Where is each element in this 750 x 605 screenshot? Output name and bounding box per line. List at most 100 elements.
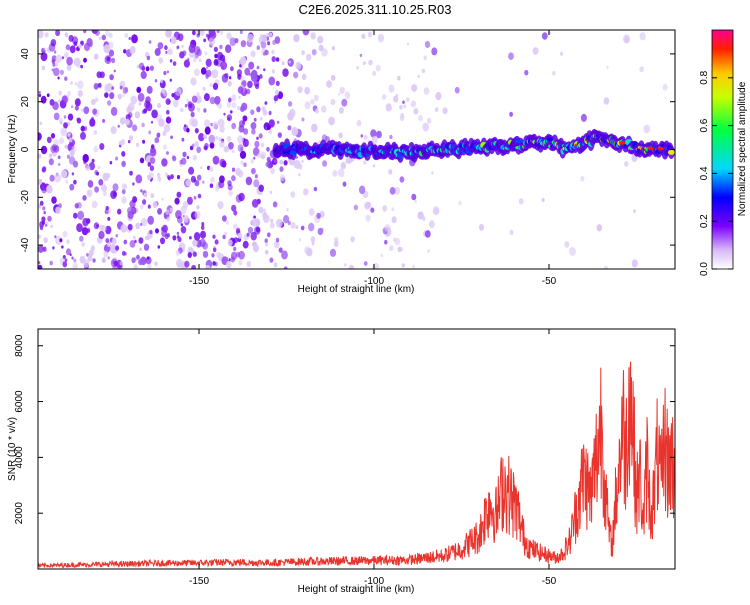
spectrogram-speckle-blob bbox=[226, 135, 232, 142]
spectrogram-speckle-blob bbox=[209, 96, 216, 105]
spectrogram-speckle-blob bbox=[375, 64, 381, 72]
spectrogram-speckle-blob bbox=[304, 101, 311, 110]
spectrogram-speckle-blob bbox=[432, 206, 440, 216]
spectrogram-speckle-blob bbox=[119, 261, 123, 266]
spectrogram-speckle-blob bbox=[40, 145, 48, 155]
spectrogram-speckle-blob bbox=[431, 47, 438, 56]
spectrogram-speckle-blob bbox=[44, 223, 48, 227]
spectrogram-speckle-blob bbox=[42, 206, 46, 211]
spectrogram-speckle-blob bbox=[202, 86, 206, 91]
spectrogram-speckle-blob bbox=[231, 167, 236, 172]
spectrogram-speckle-blob bbox=[154, 48, 161, 56]
spectrogram-speckle-blob bbox=[176, 191, 182, 198]
spectrogram-speckle-blob bbox=[414, 200, 417, 203]
spectrogram-speckle-blob bbox=[423, 55, 427, 61]
spectrogram-speckle-blob bbox=[138, 258, 143, 266]
spectrogram-speckle-blob bbox=[260, 151, 266, 160]
spectrogram-speckle-blob bbox=[49, 174, 55, 182]
spectrogram-speckle-blob bbox=[183, 59, 190, 68]
spectrogram-speckle-blob bbox=[317, 35, 324, 44]
spectrogram-speckle-blob bbox=[263, 214, 270, 224]
spectrogram-speckle-blob bbox=[187, 252, 192, 258]
spectrogram-speckle-blob bbox=[424, 40, 431, 49]
spectrogram-speckle-blob bbox=[283, 160, 288, 166]
colorbar-tick-label: 0.0 bbox=[699, 262, 710, 276]
spectrogram-speckle-blob bbox=[623, 34, 630, 44]
spectrogram-speckle-blob bbox=[256, 136, 259, 140]
colorbar-ticks: 0.0 0.2 0.4 0.6 0.8 bbox=[699, 70, 733, 276]
spectrogram-speckle-blob bbox=[94, 186, 99, 193]
spectrogram-speckle-blob bbox=[85, 165, 91, 172]
spectrogram-speckle-blob bbox=[143, 192, 148, 198]
spectrogram-speckle-blob bbox=[44, 32, 49, 38]
spectrogram-speckle-blob bbox=[120, 224, 127, 233]
spectrogram-speckle-blob bbox=[229, 37, 236, 46]
spectrogram-speckle-blob bbox=[259, 74, 263, 79]
spectrogram-speckle-blob bbox=[53, 67, 60, 77]
spectrogram-speckle-blob bbox=[259, 33, 263, 38]
spectrogram-speckle-blob bbox=[225, 220, 230, 225]
spectrogram-speckle-blob bbox=[233, 223, 238, 230]
spectrogram-speckle-blob bbox=[136, 86, 142, 93]
spectrogram-speckle-blob bbox=[91, 116, 94, 121]
spectrogram-speckle-blob bbox=[38, 178, 43, 185]
spectrogram-speckle-blob bbox=[184, 260, 190, 268]
spectrogram-speckle-blob bbox=[209, 142, 215, 149]
spectrogram-speckle-blob bbox=[123, 49, 127, 54]
spectrogram-speckle-blob bbox=[524, 69, 529, 76]
spectrogram-speckle-blob bbox=[64, 32, 69, 38]
spectrogram-speckle-blob bbox=[337, 92, 341, 96]
spectrogram-speckle-blob bbox=[62, 230, 68, 238]
spectrogram-speckle-blob bbox=[39, 121, 43, 126]
spectrogram-speckle-blob bbox=[87, 190, 91, 196]
spectrogram-speckle-blob bbox=[199, 30, 205, 36]
spectrogram-speckle-blob bbox=[412, 264, 415, 269]
spectrogram-speckle-blob bbox=[186, 98, 190, 103]
spectrogram-speckle-blob bbox=[64, 144, 68, 149]
spectrogram-speckle-blob bbox=[145, 66, 150, 72]
spectrogram-speckle-blob bbox=[157, 42, 164, 50]
spectrogram-speckle-blob bbox=[345, 160, 348, 164]
spectrogram-speckle-blob bbox=[243, 128, 249, 135]
spectrogram-speckle-blob bbox=[454, 86, 460, 94]
spectrogram-speckle-blob bbox=[400, 247, 403, 252]
spectrogram-speckle-blob bbox=[242, 240, 249, 249]
spectrogram-speckle-blob bbox=[148, 40, 152, 44]
spectrogram-speckle-blob bbox=[580, 113, 587, 122]
spectrogram-speckle-blob bbox=[364, 201, 371, 210]
spectrogram-speckle-blob bbox=[231, 175, 236, 182]
spectrogram-speckle-blob bbox=[134, 239, 137, 243]
spectrogram-speckle-blob bbox=[370, 129, 377, 138]
spectrogram-speckle-blob bbox=[368, 59, 373, 66]
spectrogram-speckle-blob bbox=[50, 39, 57, 47]
spectrogram-speckle-blob bbox=[66, 239, 70, 245]
spectrogram-speckle-blob bbox=[220, 30, 224, 35]
spectrogram-speckle-blob bbox=[65, 179, 69, 184]
spectrogram-speckle-blob bbox=[211, 253, 215, 258]
spectrogram-speckle-blob bbox=[212, 247, 217, 253]
spectrogram-speckle-blob bbox=[147, 204, 151, 209]
spectrogram-speckle-blob bbox=[300, 225, 305, 231]
spectrogram-speckle-blob bbox=[329, 248, 337, 257]
spectrogram-speckle-blob bbox=[231, 251, 238, 260]
spectrogram-speckle-blob bbox=[194, 128, 199, 134]
spectrogram-speckle-blob bbox=[212, 261, 216, 266]
spectrogram-speckle-blob bbox=[228, 76, 232, 80]
spectrogram-speckle-blob bbox=[508, 52, 514, 60]
spectrogram-speckle-blob bbox=[96, 171, 100, 176]
spectrogram-speckle-blob bbox=[96, 224, 99, 228]
spectrogram-speckle-blob bbox=[142, 199, 147, 205]
spectrogram-speckle-blob bbox=[399, 176, 405, 183]
spectrogram-speckle-blob bbox=[216, 30, 220, 34]
spectrogram-speckle-blob bbox=[208, 134, 216, 144]
spectrogram-speckle-blob bbox=[580, 176, 585, 182]
spectrogram-speckle-blob bbox=[362, 61, 366, 66]
spectrogram-speckle-blob bbox=[193, 232, 201, 241]
spectrogram-speckle-blob bbox=[128, 135, 134, 141]
spectrogram-speckle-blob bbox=[403, 104, 407, 109]
spectrogram-speckle-blob bbox=[188, 181, 191, 186]
spectrogram-speckle-blob bbox=[108, 49, 115, 57]
spectrogram-speckle-blob bbox=[261, 142, 265, 148]
